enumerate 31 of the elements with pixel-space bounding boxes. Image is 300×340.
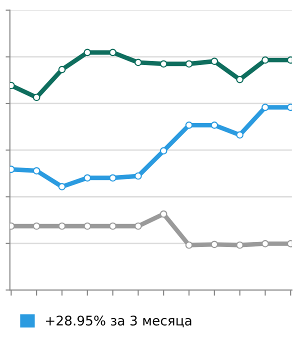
point xyxy=(32,167,40,174)
point xyxy=(109,174,116,182)
point xyxy=(58,222,66,230)
point xyxy=(84,174,92,182)
point xyxy=(236,131,244,139)
point xyxy=(185,121,193,129)
point xyxy=(32,94,40,102)
point xyxy=(109,48,116,56)
point xyxy=(109,222,116,230)
point xyxy=(185,241,193,249)
point xyxy=(262,240,269,248)
point xyxy=(58,183,66,190)
point xyxy=(262,104,269,112)
point xyxy=(134,58,142,66)
legend-label: +28.95% за 3 месяца xyxy=(46,316,192,328)
point xyxy=(58,66,66,74)
point xyxy=(160,147,168,154)
point xyxy=(160,210,168,218)
point xyxy=(210,121,218,129)
point xyxy=(84,222,92,230)
point xyxy=(160,60,168,68)
point xyxy=(262,56,269,64)
point xyxy=(236,241,244,249)
point xyxy=(134,222,142,230)
point xyxy=(185,60,193,68)
point xyxy=(134,172,142,180)
point xyxy=(236,76,244,84)
point xyxy=(210,240,218,248)
point xyxy=(32,222,40,230)
point xyxy=(84,48,92,56)
point xyxy=(210,58,218,65)
